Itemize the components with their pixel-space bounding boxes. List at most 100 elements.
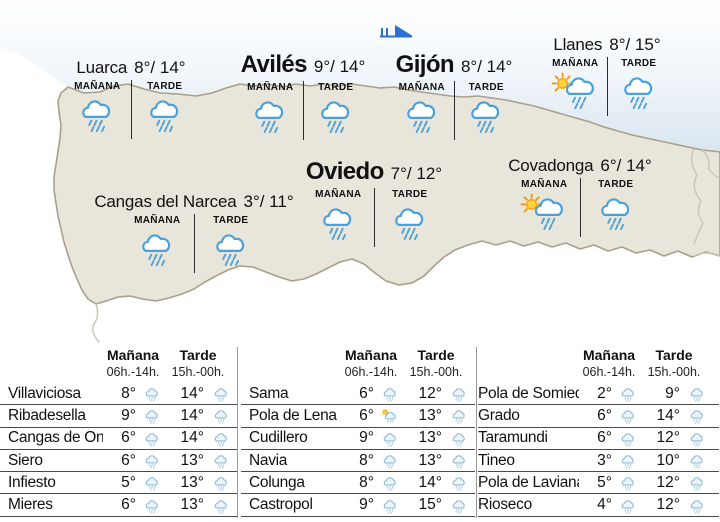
afternoon-temp: 14°	[180, 384, 204, 402]
rain-small-icon	[144, 476, 159, 491]
afternoon-temp: 12°	[418, 384, 442, 402]
rain-small-icon	[144, 499, 159, 514]
afternoon-label: TARDE	[147, 81, 183, 92]
afternoon-temp: 12°	[656, 473, 680, 491]
afternoon-label: TARDE	[621, 58, 657, 69]
afternoon-temp: 10°	[656, 451, 680, 469]
city-temps: 9°/ 14°	[313, 57, 366, 76]
morning-forecast: MAÑANA	[121, 214, 194, 273]
morning-temp: 6°	[121, 496, 136, 514]
afternoon-temp: 14°	[180, 429, 204, 447]
city-temps: 6°/ 14°	[600, 156, 652, 175]
rain-small-icon	[382, 476, 397, 491]
city-oviedo: Oviedo 7°/ 12° MAÑANA TARDE	[303, 158, 445, 247]
rain-icon	[319, 203, 357, 243]
city-name: Covadonga	[508, 156, 594, 175]
rain-small-icon	[382, 387, 397, 402]
city-name: Cangas del Narcea	[94, 192, 237, 211]
afternoon-label: TARDE	[213, 215, 249, 226]
rain-small-icon	[451, 387, 466, 402]
city-name: Oviedo	[305, 158, 384, 185]
wind-pennant-icon	[380, 25, 412, 38]
sun-rain-icon	[550, 72, 600, 112]
city-temps: 8°/ 15°	[609, 35, 661, 54]
row-city: Mieres	[8, 496, 53, 514]
morning-temp: 4°	[597, 496, 612, 514]
rain-small-icon	[213, 476, 228, 491]
morning-label: MAÑANA	[552, 58, 599, 69]
table-row: Sama 6° 12°	[241, 383, 475, 406]
rain-small-icon	[382, 499, 397, 514]
morning-label: MAÑANA	[315, 189, 362, 200]
table-row: Siero 6° 13°	[0, 450, 237, 473]
morning-temp: 6°	[359, 406, 374, 424]
table-row: Pola de Laviana 5° 12°	[478, 472, 719, 495]
rain-small-icon	[620, 432, 635, 447]
table-row: Cudillero 9° 13°	[241, 428, 475, 450]
afternoon-temp: 13°	[180, 473, 204, 491]
city-temps: 8°/ 14°	[460, 57, 513, 76]
afternoon-temp: 12°	[656, 496, 680, 514]
morning-forecast: MAÑANA	[64, 80, 131, 139]
table-divider	[237, 347, 238, 518]
row-city: Pola de Lena	[249, 406, 337, 424]
rain-small-icon	[451, 476, 466, 491]
header-morning-hours: 06h.-14h.	[582, 365, 636, 379]
table-header: Mañana Tarde	[478, 347, 719, 364]
table-row: Pola de Lena 6° 13°	[241, 405, 475, 428]
city-temps: 7°/ 12°	[390, 164, 443, 183]
morning-temp: 3°	[597, 451, 612, 469]
table-row: Tineo 3° 10°	[478, 450, 719, 473]
table-subheader: 06h.-14h. 15h.-00h.	[478, 364, 719, 380]
header-morning: Mañana	[344, 347, 398, 363]
morning-forecast: MAÑANA	[544, 57, 607, 116]
afternoon-forecast: TARDE	[453, 81, 519, 140]
afternoon-temp: 13°	[418, 406, 442, 424]
afternoon-temp: 13°	[418, 451, 442, 469]
row-city: Taramundi	[478, 429, 548, 447]
row-city: Villaviciosa	[8, 384, 81, 402]
afternoon-temp: 14°	[180, 406, 204, 424]
row-city: Sama	[249, 384, 289, 402]
rain-icon	[78, 95, 116, 135]
city-name: Luarca	[76, 58, 128, 77]
afternoon-label: TARDE	[468, 82, 504, 93]
rain-small-icon	[213, 432, 228, 447]
afternoon-label: TARDE	[392, 189, 428, 200]
rain-small-icon	[689, 476, 704, 491]
morning-label: MAÑANA	[134, 215, 181, 226]
row-city: Siero	[8, 451, 43, 469]
row-city: Grado	[478, 406, 520, 424]
afternoon-forecast: TARDE	[302, 81, 369, 140]
morning-temp: 9°	[359, 429, 374, 447]
morning-label: MAÑANA	[247, 82, 294, 93]
morning-temp: 5°	[597, 473, 612, 491]
morning-label: MAÑANA	[521, 179, 568, 190]
row-city: Pola de Laviana	[478, 473, 579, 491]
rain-small-icon	[689, 432, 704, 447]
row-city: Rioseco	[478, 496, 532, 514]
row-city: Infiesto	[8, 473, 56, 491]
afternoon-forecast: TARDE	[193, 214, 268, 273]
morning-temp: 8°	[359, 451, 374, 469]
table-subheader: 06h.-14h. 15h.-00h.	[0, 364, 237, 380]
rain-small-icon	[451, 499, 466, 514]
forecast-table-1: Mañana Tarde 06h.-14h. 15h.-00h. Villavi…	[0, 344, 237, 517]
city-temps: 3°/ 11°	[243, 192, 294, 211]
rain-small-icon	[382, 454, 397, 469]
table-row: Ribadesella 9° 14°	[0, 405, 237, 428]
rain-small-icon	[382, 432, 397, 447]
afternoon-label: TARDE	[318, 82, 354, 93]
morning-label: MAÑANA	[398, 82, 445, 93]
city-aviles: Avilés 9°/ 14° MAÑANA TARDE	[238, 51, 368, 140]
rain-small-icon	[144, 409, 159, 424]
rain-icon	[251, 96, 289, 136]
row-city: Navia	[249, 451, 288, 469]
morning-temp: 6°	[597, 429, 612, 447]
rain-small-icon	[620, 476, 635, 491]
sun-rain-icon	[519, 193, 569, 233]
rain-small-icon	[620, 387, 635, 402]
rain-small-icon	[689, 387, 704, 402]
afternoon-temp: 15°	[418, 496, 442, 514]
afternoon-forecast: TARDE	[130, 80, 199, 139]
